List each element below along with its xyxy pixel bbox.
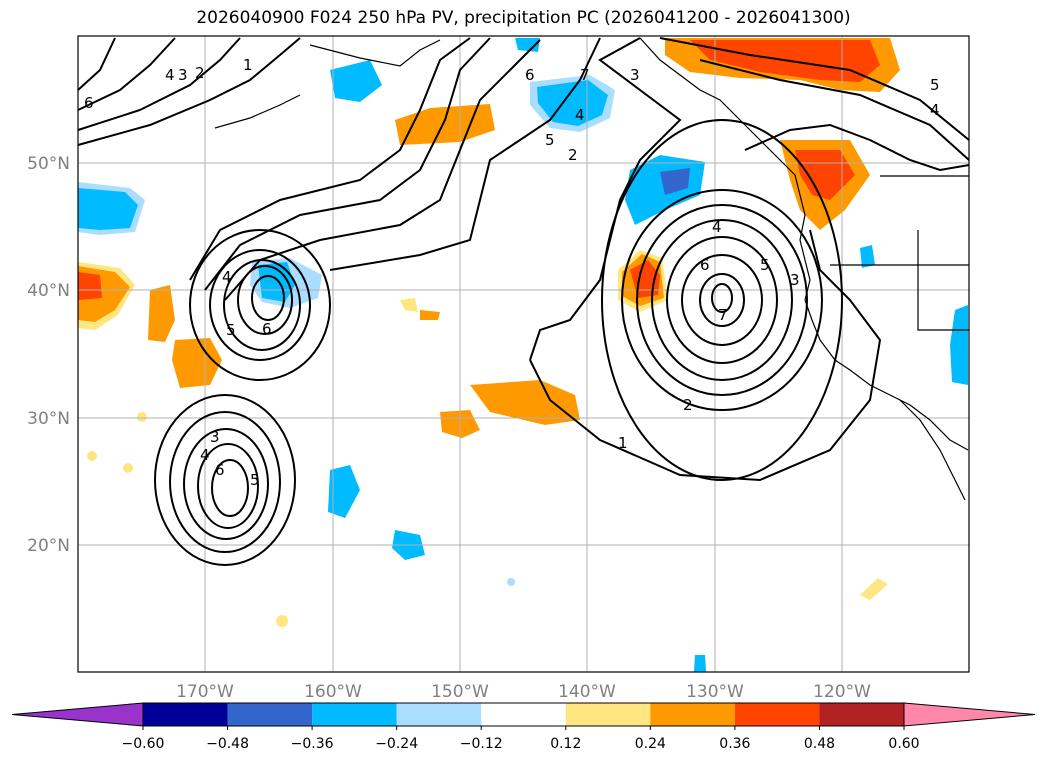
contour-label: 6: [215, 461, 225, 479]
contour-label: 6: [262, 320, 272, 338]
lat-label: 30°N: [27, 409, 70, 429]
colorbar-tick-label: −0.24: [375, 736, 418, 752]
lon-label: 160°W: [304, 682, 362, 702]
coastlines: [214, 37, 969, 501]
colorbar-tick-label: 0.60: [888, 736, 919, 752]
colorbar-tick-label: −0.60: [122, 736, 165, 752]
contour-label: 1: [243, 56, 253, 74]
colorbar-tick-label: 0.36: [719, 736, 750, 752]
colorbar-outline: [142, 702, 905, 727]
colorbar-segment: [734, 703, 820, 726]
contour-label: 1: [618, 434, 628, 452]
map-title: 2026040900 F024 250 hPa PV, precipitatio…: [196, 8, 851, 28]
colorbar-segment: [227, 703, 313, 726]
contour-label: 3: [178, 66, 188, 84]
pv-contours: [77, 37, 970, 566]
contour-label: 3: [210, 428, 220, 446]
colorbar-tick-label: 0.48: [804, 736, 835, 752]
colorbar-extend-min: [11, 702, 144, 727]
colorbar-tick-label: −0.36: [291, 736, 334, 752]
contour-label: 4: [222, 268, 232, 286]
contour-label: 7: [718, 306, 728, 324]
lat-label: 50°N: [27, 154, 70, 174]
colorbar-extend-max: [903, 702, 1036, 727]
colorbar-segment: [396, 703, 482, 726]
colorbar-segment: [143, 703, 228, 726]
longitude-labels: 170°W 160°W 150°W 140°W 130°W 120°W: [176, 682, 871, 702]
contour-label: 6: [84, 94, 94, 112]
contour-label: 5: [226, 321, 236, 339]
contour-label: 4: [165, 66, 175, 84]
colorbar-segment: [650, 703, 735, 726]
colorbar-segments: [11, 702, 1036, 727]
colorbar-segment: [481, 703, 566, 726]
contour-label: 3: [790, 271, 800, 289]
contour-label: 2: [195, 64, 205, 82]
colorbar-segment: [819, 703, 904, 726]
colorbar-tick-label: −0.12: [460, 736, 503, 752]
contour-label: 5: [760, 256, 770, 274]
lon-label: 170°W: [176, 682, 234, 702]
contour-label: 5: [250, 471, 260, 489]
contour-label: 4: [712, 218, 722, 236]
lat-label: 40°N: [27, 281, 70, 301]
lon-label: 150°W: [431, 682, 489, 702]
colorbar-segment: [565, 703, 651, 726]
lat-label: 20°N: [27, 536, 70, 556]
colorbar-segment: [312, 703, 397, 726]
colorbar-tick-label: −0.48: [206, 736, 249, 752]
contour-label: 6: [525, 66, 535, 84]
colorbar-tick-label: 0.24: [635, 736, 666, 752]
contour-label: 6: [700, 256, 710, 274]
grid-lines: [78, 36, 969, 672]
lon-label: 120°W: [813, 682, 871, 702]
contour-label: 7: [580, 66, 590, 84]
contour-label: 3: [630, 66, 640, 84]
contour-label: 4: [200, 446, 210, 464]
lon-label: 140°W: [558, 682, 616, 702]
contour-label: 4: [575, 106, 585, 124]
lon-label: 130°W: [686, 682, 744, 702]
contour-label: 5: [545, 131, 555, 149]
latitude-labels: 50°N 40°N 30°N 20°N: [27, 154, 70, 556]
colorbar-ticks: −0.60 −0.48 −0.36 −0.24 −0.12 0.12 0.24 0.36 0.4…: [122, 726, 920, 752]
map-frame: [77, 35, 970, 673]
contour-label: 2: [568, 146, 578, 164]
contour-labels: 4 6 5 7 3 2 1 4 5 6 3 4 6 5 5 2 4 3 7 6 …: [84, 56, 940, 489]
contour-label: 2: [683, 396, 693, 414]
contour-label: 4: [930, 101, 940, 119]
contour-label: 5: [930, 76, 940, 94]
colorbar-tick-label: 0.12: [550, 736, 581, 752]
